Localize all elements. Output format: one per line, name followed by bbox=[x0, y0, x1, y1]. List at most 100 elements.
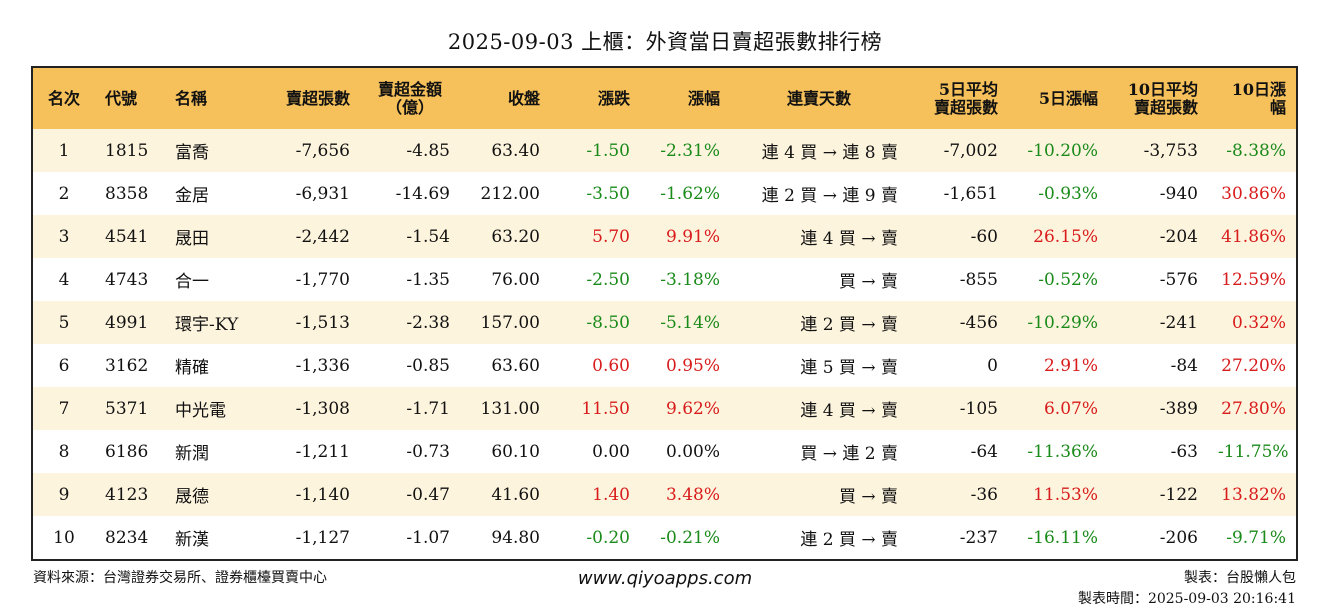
cell-change: -2.50 bbox=[586, 269, 630, 290]
cell-avg5: -1,651 bbox=[943, 183, 998, 204]
cell-change: -1.50 bbox=[586, 140, 630, 161]
cell-avg5: -237 bbox=[959, 527, 998, 548]
cell-sell-lots: -2,442 bbox=[295, 226, 350, 247]
cell-rank: 5 bbox=[58, 312, 70, 333]
col-header-sell-amount: 賣超金額 （億） bbox=[360, 68, 460, 129]
cell-pct5: -11.36% bbox=[1027, 441, 1098, 462]
cell-pct: 9.91% bbox=[665, 226, 720, 247]
cell-avg5: -456 bbox=[959, 312, 998, 333]
cell-avg5: -64 bbox=[970, 441, 998, 462]
cell-close: 76.00 bbox=[491, 269, 540, 290]
cell-code: 8358 bbox=[105, 183, 149, 204]
cell-pct5: 26.15% bbox=[1033, 226, 1098, 247]
cell-sell-amount: -1.07 bbox=[406, 527, 450, 548]
cell-streak: 連 2 買 → 賣 bbox=[800, 530, 898, 550]
col-header-code: 代號 bbox=[105, 88, 138, 108]
col-header-streak: 連賣天數 bbox=[786, 88, 851, 108]
cell-code: 4541 bbox=[105, 226, 149, 247]
cell-avg5: -7,002 bbox=[943, 140, 998, 161]
cell-pct10: 41.86% bbox=[1221, 226, 1286, 247]
cell-pct10: 0.32% bbox=[1231, 312, 1286, 333]
cell-sell-lots: -1,127 bbox=[295, 527, 350, 548]
cell-avg10: -389 bbox=[1159, 398, 1198, 419]
table-row: 6 3162 精確 -1,336 -0.85 63.60 0.60 0.95% 連 5 買 → … bbox=[33, 344, 1296, 387]
cell-sell-lots: -7,656 bbox=[295, 140, 350, 161]
cell-sell-lots: -1,211 bbox=[295, 441, 350, 462]
cell-rank: 6 bbox=[58, 355, 70, 376]
cell-pct10: -11.75% bbox=[1218, 441, 1289, 462]
cell-name: 合一 bbox=[175, 272, 209, 292]
cell-streak: 連 4 買 → 賣 bbox=[800, 401, 898, 421]
cell-pct: -3.18% bbox=[660, 269, 720, 290]
cell-avg10: -940 bbox=[1159, 183, 1198, 204]
table-row: 5 4991 環宇-KY -1,513 -2.38 157.00 -8.50 -5.14% 連 … bbox=[33, 301, 1296, 344]
cell-pct10: 27.80% bbox=[1221, 398, 1286, 419]
cell-close: 60.10 bbox=[491, 441, 540, 462]
cell-avg10: -63 bbox=[1170, 441, 1198, 462]
cell-change: 0.60 bbox=[592, 355, 630, 376]
cell-sell-lots: -1,770 bbox=[295, 269, 350, 290]
cell-pct5: -10.29% bbox=[1027, 312, 1098, 333]
cell-sell-amount: -4.85 bbox=[406, 140, 450, 161]
cell-code: 5371 bbox=[105, 398, 149, 419]
col-header-rank: 名次 bbox=[47, 88, 80, 108]
cell-name: 中光電 bbox=[175, 401, 226, 421]
col-header-pct5: 5日漲幅 bbox=[1038, 88, 1098, 108]
col-header-sell-amount-line1: 賣超金額 bbox=[377, 79, 442, 99]
cell-sell-amount: -14.69 bbox=[395, 183, 450, 204]
cell-streak: 買 → 賣 bbox=[838, 487, 898, 507]
cell-close: 212.00 bbox=[480, 183, 540, 204]
col-header-avg10: 10日平均 賣超張數 bbox=[1108, 68, 1208, 129]
cell-rank: 9 bbox=[58, 484, 70, 505]
cell-pct: -2.31% bbox=[660, 140, 720, 161]
cell-avg5: -855 bbox=[959, 269, 998, 290]
cell-streak: 連 4 買 → 連 8 賣 bbox=[761, 143, 898, 163]
cell-rank: 8 bbox=[58, 441, 70, 462]
cell-rank: 10 bbox=[53, 527, 75, 548]
cell-avg5: -60 bbox=[970, 226, 998, 247]
cell-close: 131.00 bbox=[480, 398, 540, 419]
col-header-sell-amount-line2: （億） bbox=[385, 97, 434, 117]
cell-streak: 買 → 賣 bbox=[838, 272, 898, 292]
cell-pct: -5.14% bbox=[660, 312, 720, 333]
table-row: 1 1815 富喬 -7,656 -4.85 63.40 -1.50 -2.31% 連 4 買 … bbox=[33, 129, 1296, 172]
cell-change: 5.70 bbox=[592, 226, 630, 247]
table-row: 7 5371 中光電 -1,308 -1.71 131.00 11.50 9.62% 連 4 買… bbox=[33, 387, 1296, 430]
cell-pct10: -9.71% bbox=[1226, 527, 1286, 548]
col-header-change: 漲跌 bbox=[597, 88, 630, 108]
cell-pct10: 27.20% bbox=[1221, 355, 1286, 376]
cell-name: 金居 bbox=[175, 186, 209, 206]
cell-change: -3.50 bbox=[586, 183, 630, 204]
cell-sell-amount: -0.85 bbox=[406, 355, 450, 376]
table-body: 1 1815 富喬 -7,656 -4.85 63.40 -1.50 -2.31% 連 4 買 … bbox=[33, 129, 1296, 559]
page-title: 2025-09-03 上櫃：外資當日賣超張數排行榜 bbox=[447, 30, 883, 54]
cell-close: 63.20 bbox=[491, 226, 540, 247]
cell-pct: 9.62% bbox=[665, 398, 720, 419]
cell-pct: 0.00% bbox=[665, 441, 720, 462]
cell-name: 富喬 bbox=[175, 143, 209, 163]
cell-code: 1815 bbox=[105, 140, 149, 161]
cell-code: 4743 bbox=[105, 269, 149, 290]
website-link[interactable]: www.qiyoapps.com bbox=[577, 568, 753, 589]
generated-time: 製表時間：2025-09-03 20:16:41 bbox=[1077, 591, 1296, 607]
cell-rank: 2 bbox=[58, 183, 70, 204]
cell-sell-lots: -6,931 bbox=[295, 183, 350, 204]
cell-rank: 4 bbox=[58, 269, 70, 290]
cell-avg10: -204 bbox=[1159, 226, 1198, 247]
cell-avg10: -206 bbox=[1159, 527, 1198, 548]
cell-streak: 連 5 買 → 賣 bbox=[800, 358, 898, 378]
cell-pct5: 6.07% bbox=[1043, 398, 1098, 419]
cell-rank: 3 bbox=[58, 226, 70, 247]
cell-sell-amount: -0.73 bbox=[406, 441, 450, 462]
cell-pct5: 11.53% bbox=[1033, 484, 1098, 505]
cell-streak: 買 → 連 2 賣 bbox=[800, 444, 898, 464]
cell-pct10: 13.82% bbox=[1221, 484, 1286, 505]
cell-pct10: -8.38% bbox=[1226, 140, 1286, 161]
cell-name: 晟田 bbox=[175, 229, 209, 249]
cell-avg10: -3,753 bbox=[1143, 140, 1198, 161]
cell-code: 6186 bbox=[105, 441, 149, 462]
cell-rank: 7 bbox=[58, 398, 70, 419]
cell-avg10: -84 bbox=[1170, 355, 1198, 376]
cell-name: 新潤 bbox=[175, 444, 209, 464]
col-header-pct: 漲幅 bbox=[687, 88, 720, 108]
